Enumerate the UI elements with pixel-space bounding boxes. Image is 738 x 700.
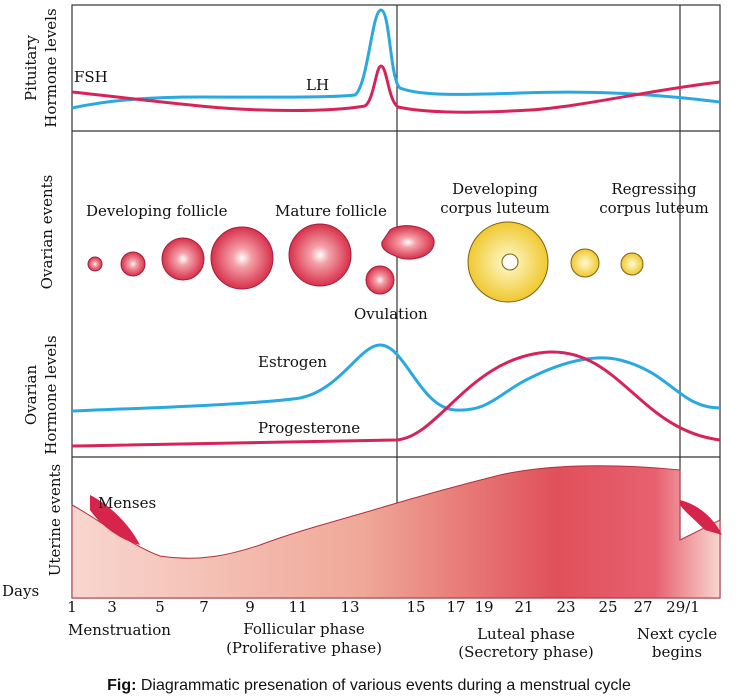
label: corpus luteum [599,199,709,217]
label: LH [306,76,329,94]
phase: (Proliferative phase) [226,639,382,657]
label: Menses [98,494,156,512]
day-tick: 29/1 [666,598,700,616]
lh-curve [71,8,721,110]
label: Regressing [611,180,697,198]
label: Developing [452,180,538,198]
label: Ovarian [22,365,40,426]
phase: Menstruation [68,621,171,639]
progesterone-curve [71,350,721,448]
phase: Next cycle [637,625,717,643]
caption-prefix: Fig: [107,677,136,694]
estrogen-curve [71,343,721,413]
uterine-lining [71,465,721,599]
phase: Follicular phase [243,620,365,638]
day-tick: 17 [446,598,465,616]
label: Estrogen [258,353,327,371]
caption: Fig: Diagrammatic presenation of various… [107,677,631,694]
day-tick: 5 [155,598,165,616]
days-label: Days [2,582,39,600]
day-tick: 19 [474,598,493,616]
follicles [87,223,435,295]
phase: (Secretory phase) [458,643,594,661]
day-tick: 25 [598,598,617,616]
day-tick: 1 [67,598,77,616]
label: Ovarian events [38,175,56,290]
day-tick: 9 [245,598,255,616]
label: Progesterone [258,419,360,437]
day-tick: 27 [633,598,652,616]
day-tick: 21 [514,598,533,616]
label: Pituitary [22,34,40,101]
label: Hormone levels [42,8,60,127]
label: Mature follicle [275,202,387,220]
side-labels: Pituitary Hormone levels Ovarian events … [22,8,64,576]
phase: begins [652,643,702,661]
day-tick: 13 [340,598,359,616]
day-tick: 15 [406,598,425,616]
label: corpus luteum [440,199,550,217]
day-tick: 11 [288,598,307,616]
caption-text: Diagrammatic presenation of various even… [141,677,631,694]
label: Uterine events [46,464,64,576]
day-tick: 23 [556,598,575,616]
phase: Luteal phase [477,625,575,643]
label: Ovulation [354,305,428,323]
day-ticks: 1 3 5 7 9 11 13 15 17 19 21 23 25 27 29/1 [67,598,700,616]
day-tick: 3 [107,598,117,616]
label: Hormone levels [42,335,60,454]
label: Developing follicle [86,202,228,220]
day-tick: 7 [199,598,209,616]
label: FSH [74,68,108,86]
corpus-luteum [467,221,644,303]
fsh-curve [71,64,721,114]
